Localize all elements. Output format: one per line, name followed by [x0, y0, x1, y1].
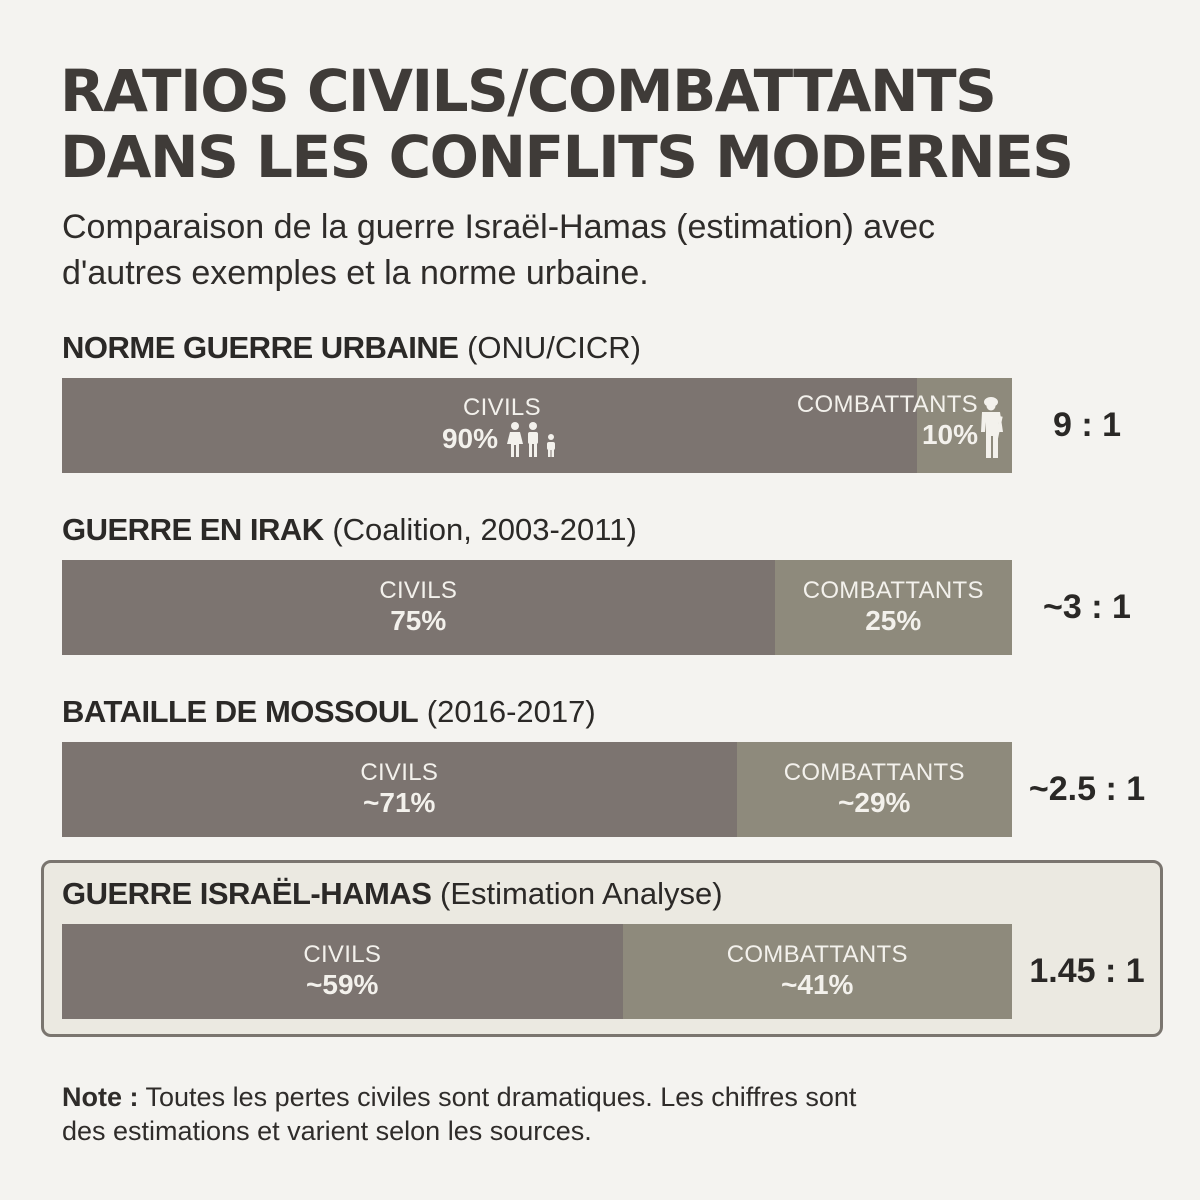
segment-value-label: ~71%: [363, 786, 436, 818]
title-line-2: DANS LES CONFLITS MODERNES: [60, 123, 1074, 191]
chart-row: NORME GUERRE URBAINE (ONU/CICR) CIVILS 90%…: [62, 328, 1162, 473]
segment-name-label: COMBATTANTS: [796, 391, 978, 418]
bar-segment-combattants: COMBATTANTS 10%: [797, 378, 1012, 473]
segment-name-label: CIVILS: [360, 758, 439, 786]
row-heading: GUERRE EN IRAK (Coalition, 2003-2011): [62, 510, 1162, 550]
chart-subtitle: Comparaison de la guerre Israël-Hamas (e…: [62, 204, 1162, 296]
segment-name-label: COMBATTANTS: [783, 758, 965, 786]
chart-row: GUERRE EN IRAK (Coalition, 2003-2011) CIV…: [62, 510, 1162, 655]
chart-row: GUERRE ISRAËL-HAMAS (Estimation Analyse)…: [62, 874, 1162, 1019]
row-heading: GUERRE ISRAËL-HAMAS (Estimation Analyse): [62, 874, 1162, 914]
note-label: Note :: [62, 1082, 139, 1112]
bar-segment-combattants: COMBATTANTS ~29%: [736, 742, 1012, 837]
segment-value-label: ~41%: [781, 968, 854, 1000]
ratio-label: 9 : 1: [1052, 406, 1122, 444]
segment-value-label: 25%: [865, 604, 922, 636]
chart-title: RATIOS CIVILS/COMBATTANTS DANS LES CONFL…: [60, 58, 1160, 190]
bar-segment-combattants: COMBATTANTS ~41%: [622, 924, 1012, 1019]
row-detail: (2016-2017): [418, 694, 596, 729]
segment-value-label: ~29%: [838, 786, 911, 818]
segment-name-label: CIVILS: [379, 576, 458, 604]
bar-segment-combattants: COMBATTANTS 25%: [774, 560, 1012, 655]
row-detail: (Coalition, 2003-2011): [323, 512, 637, 547]
row-name: GUERRE EN IRAK: [62, 512, 324, 547]
stacked-bar: CIVILS 75% COMBATTANTS 25%: [62, 560, 1012, 655]
bar-segment-civils: CIVILS ~59%: [62, 924, 623, 1019]
footnote: Note : Toutes les pertes civiles sont dr…: [62, 1080, 1062, 1148]
row-heading: BATAILLE DE MOSSOUL (2016-2017): [62, 692, 1162, 732]
ratio-label: 1.45 : 1: [1029, 952, 1145, 990]
bar-segment-civils: CIVILS 90%: [62, 378, 917, 473]
ratio-label: ~2.5 : 1: [1028, 770, 1146, 808]
note-line-2: des estimations et varient selon les sou…: [62, 1116, 592, 1146]
row-detail: (ONU/CICR): [458, 330, 642, 365]
ratio-label: ~3 : 1: [1043, 588, 1131, 626]
segment-name-label: CIVILS: [303, 940, 382, 968]
row-detail: (Estimation Analyse): [431, 876, 723, 911]
segment-value-label: 75%: [390, 604, 447, 636]
soldier-icon: [981, 397, 1003, 458]
subtitle-line-2: d'autres exemples et la norme urbaine.: [62, 254, 649, 292]
segment-name-label: COMBATTANTS: [802, 576, 984, 604]
note-line-1: Toutes les pertes civiles sont dramatiqu…: [145, 1082, 857, 1112]
stacked-bar: CIVILS ~71% COMBATTANTS ~29%: [62, 742, 1012, 837]
stacked-bar: CIVILS 90% COMBATTANTS 10%: [62, 378, 1012, 473]
row-name: BATAILLE DE MOSSOUL: [62, 694, 419, 729]
segment-value-label: ~59%: [306, 968, 379, 1000]
subtitle-line-1: Comparaison de la guerre Israël-Hamas (e…: [62, 208, 936, 246]
bar-segment-civils: CIVILS ~71%: [62, 742, 737, 837]
row-name: NORME GUERRE URBAINE: [62, 330, 459, 365]
row-heading: NORME GUERRE URBAINE (ONU/CICR): [62, 328, 1162, 368]
segment-value-label: 10%: [921, 419, 978, 450]
segment-name-label: CIVILS: [463, 393, 541, 421]
row-name: GUERRE ISRAËL-HAMAS: [62, 876, 432, 911]
stacked-bar: CIVILS ~59% COMBATTANTS ~41%: [62, 924, 1012, 1019]
chart-row: BATAILLE DE MOSSOUL (2016-2017) CIVILS ~71…: [62, 692, 1162, 837]
title-line-1: RATIOS CIVILS/COMBATTANTS: [60, 57, 997, 125]
bar-segment-civils: CIVILS 75%: [62, 560, 775, 655]
segment-name-label: COMBATTANTS: [726, 940, 908, 968]
family-icon: [507, 421, 555, 457]
segment-value-label: 90%: [441, 422, 498, 454]
